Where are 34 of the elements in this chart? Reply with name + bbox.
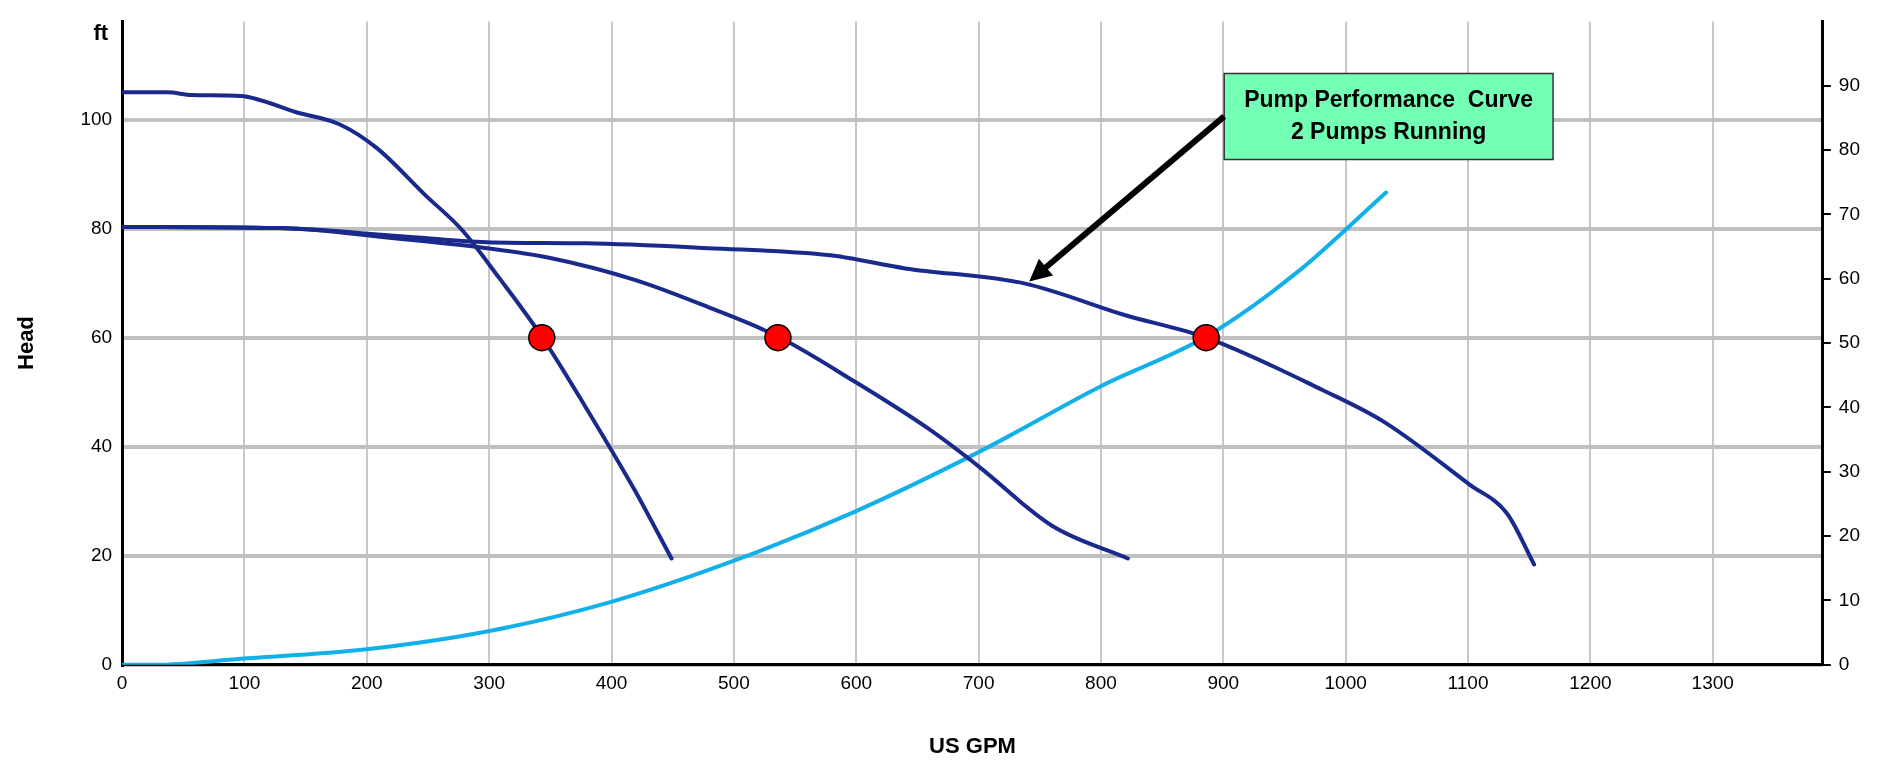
y2-tick-label: 10 <box>1838 588 1861 610</box>
x-tick-label: 1300 <box>1691 672 1734 694</box>
y2-tick-label: 60 <box>1838 266 1861 288</box>
y2-tick-label: 90 <box>1838 73 1861 95</box>
y2-tick-label: 20 <box>1838 524 1861 546</box>
y-tick-label: 100 <box>80 107 113 129</box>
x-tick-label: 200 <box>350 672 383 694</box>
y-tick-label: 80 <box>90 216 113 238</box>
y-tick-label: 60 <box>90 325 113 347</box>
x-tick-label: 1200 <box>1569 672 1612 694</box>
x-tick-label: 900 <box>1207 672 1240 694</box>
x-tick-label: 300 <box>473 672 506 694</box>
y-axis-title: Head <box>13 316 39 370</box>
y2-tick-label: 80 <box>1838 138 1861 160</box>
x-tick-label: 800 <box>1085 672 1117 694</box>
y2-tick-label: 50 <box>1838 331 1861 353</box>
x-tick-label: 700 <box>962 672 995 694</box>
x-tick-label: 400 <box>595 672 628 694</box>
annotation: Pump Performance Curve 2 Pumps Running <box>1244 85 1534 144</box>
x-tick-label: 600 <box>840 672 873 694</box>
y-tick-label: 0 <box>101 653 113 675</box>
y2-tick-label: 70 <box>1838 202 1861 224</box>
x-tick-label: 500 <box>718 672 750 694</box>
y2-tick-label: 40 <box>1838 395 1861 417</box>
x-tick-label: 1100 <box>1447 672 1489 694</box>
text: ft <box>93 20 109 46</box>
y-tick-label: 40 <box>90 434 113 456</box>
y2-tick-label: 0 <box>1838 653 1850 675</box>
y-tick-label: 20 <box>90 543 113 565</box>
x-axis-title: US GPM <box>929 732 1016 758</box>
x-tick-label: 1000 <box>1324 672 1367 694</box>
y2-tick-label: 30 <box>1838 460 1861 482</box>
x-tick-label: 100 <box>228 672 261 694</box>
x-tick-label: 0 <box>116 672 128 694</box>
